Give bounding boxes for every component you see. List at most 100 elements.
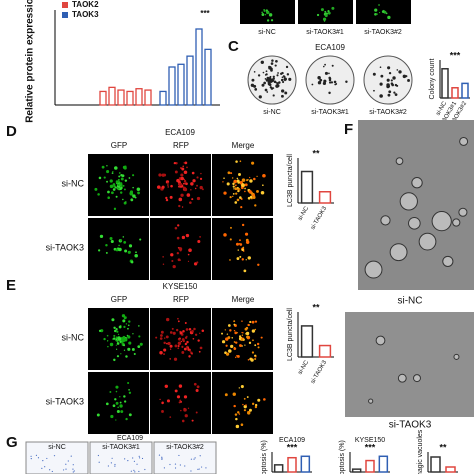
colony: [388, 90, 392, 94]
puncta: [323, 20, 326, 22]
puncta: [262, 173, 266, 178]
puncta: [245, 331, 250, 336]
puncta: [127, 335, 131, 339]
puncta: [190, 188, 192, 191]
vacuole: [368, 398, 374, 404]
puncta: [109, 391, 112, 393]
puncta: [132, 194, 136, 198]
puncta: [233, 346, 236, 349]
vacuole: [395, 157, 404, 165]
puncta: [243, 397, 246, 400]
vacuole: [452, 218, 461, 227]
puncta: [177, 338, 180, 341]
puncta: [232, 185, 235, 188]
colony: [402, 74, 407, 79]
bar: [186, 55, 194, 106]
puncta: [248, 324, 251, 326]
puncta: [124, 316, 127, 319]
puncta: [117, 406, 119, 409]
puncta: [234, 413, 238, 416]
puncta: [171, 259, 174, 263]
puncta: [235, 356, 237, 359]
puncta: [186, 193, 191, 197]
colony: [379, 66, 382, 69]
column-label: si-TAOK3#2: [369, 109, 407, 116]
puncta: [94, 187, 98, 191]
puncta: [193, 327, 196, 331]
puncta: [173, 161, 177, 165]
puncta: [128, 413, 132, 417]
significance: ***: [287, 442, 298, 452]
puncta: [182, 165, 184, 167]
panel-title: KYSE150: [163, 282, 198, 291]
puncta: [161, 410, 164, 413]
puncta: [241, 178, 246, 182]
significance: **: [439, 442, 447, 452]
vacuole: [397, 373, 407, 383]
column-label: Merge: [232, 141, 255, 150]
puncta: [241, 223, 245, 227]
puncta: [184, 414, 188, 418]
puncta: [230, 226, 232, 229]
colony: [328, 91, 331, 95]
puncta: [257, 398, 261, 402]
colony: [276, 82, 279, 85]
puncta: [236, 198, 240, 202]
colony: [324, 71, 328, 75]
puncta: [159, 337, 163, 340]
puncta: [321, 9, 323, 11]
puncta: [222, 181, 224, 183]
colony: [266, 91, 269, 93]
puncta: [223, 191, 227, 195]
puncta: [239, 239, 241, 242]
puncta: [122, 319, 126, 323]
colony: [253, 71, 256, 73]
colony: [392, 76, 396, 80]
puncta: [123, 400, 127, 403]
puncta: [193, 382, 197, 386]
puncta: [111, 318, 115, 322]
puncta: [239, 255, 242, 258]
event: [199, 455, 201, 457]
puncta: [113, 358, 116, 362]
puncta: [229, 238, 232, 241]
colony: [276, 74, 279, 77]
puncta: [159, 398, 161, 400]
puncta: [176, 236, 180, 240]
puncta: [113, 329, 117, 333]
puncta: [162, 256, 164, 258]
colony: [379, 94, 383, 98]
colony: [324, 63, 326, 66]
colony: [333, 80, 337, 84]
puncta: [128, 391, 132, 394]
puncta: [106, 334, 109, 337]
puncta: [182, 329, 185, 333]
puncta: [263, 10, 266, 12]
puncta: [122, 184, 125, 187]
puncta: [135, 251, 137, 254]
column-label: GFP: [111, 295, 127, 304]
event: [114, 465, 116, 467]
puncta: [244, 187, 246, 190]
puncta: [237, 181, 240, 184]
puncta: [179, 399, 182, 402]
bar: [195, 28, 203, 106]
event: [200, 466, 203, 468]
puncta: [331, 6, 335, 10]
puncta: [197, 339, 200, 342]
puncta: [227, 336, 231, 339]
panel-letter: C: [228, 38, 239, 55]
event: [41, 467, 43, 470]
event: [205, 467, 207, 469]
colony: [394, 93, 398, 97]
puncta: [187, 347, 190, 349]
puncta: [247, 196, 251, 200]
puncta: [129, 191, 134, 195]
puncta: [107, 196, 110, 200]
puncta: [125, 323, 128, 325]
colony: [270, 67, 273, 71]
puncta: [122, 198, 124, 201]
puncta: [225, 352, 230, 356]
puncta: [121, 174, 125, 178]
colony: [284, 91, 288, 95]
